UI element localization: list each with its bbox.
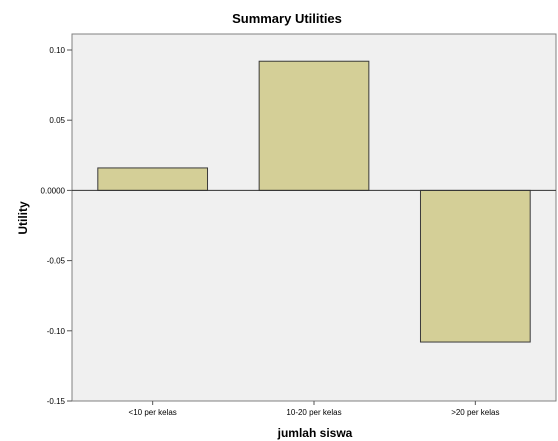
bar bbox=[97, 167, 209, 191]
chart-title: Summary Utilities bbox=[232, 11, 342, 26]
y-tick-label: 0.10 bbox=[49, 46, 65, 55]
y-axis-title: Utility bbox=[16, 201, 30, 235]
bar bbox=[419, 189, 531, 343]
bar bbox=[258, 60, 370, 191]
y-tick-label: -0.05 bbox=[47, 257, 66, 266]
x-tick-label: >20 per kelas bbox=[451, 408, 499, 417]
x-tick-label: <10 per kelas bbox=[129, 408, 177, 417]
bars bbox=[97, 60, 531, 343]
y-tick-label: 0.05 bbox=[49, 116, 65, 125]
y-axis-ticks: 0.10 0.05 0.0000 -0.05 -0.10 -0.15 bbox=[41, 46, 72, 406]
y-tick-label: -0.15 bbox=[47, 397, 66, 406]
x-axis-title: jumlah siswa bbox=[277, 426, 353, 440]
y-tick-label: 0.0000 bbox=[41, 186, 66, 195]
x-tick-label: 10-20 per kelas bbox=[286, 408, 341, 417]
y-tick-label: -0.10 bbox=[47, 327, 66, 336]
x-axis-ticks: <10 per kelas 10-20 per kelas >20 per kela… bbox=[129, 401, 499, 417]
